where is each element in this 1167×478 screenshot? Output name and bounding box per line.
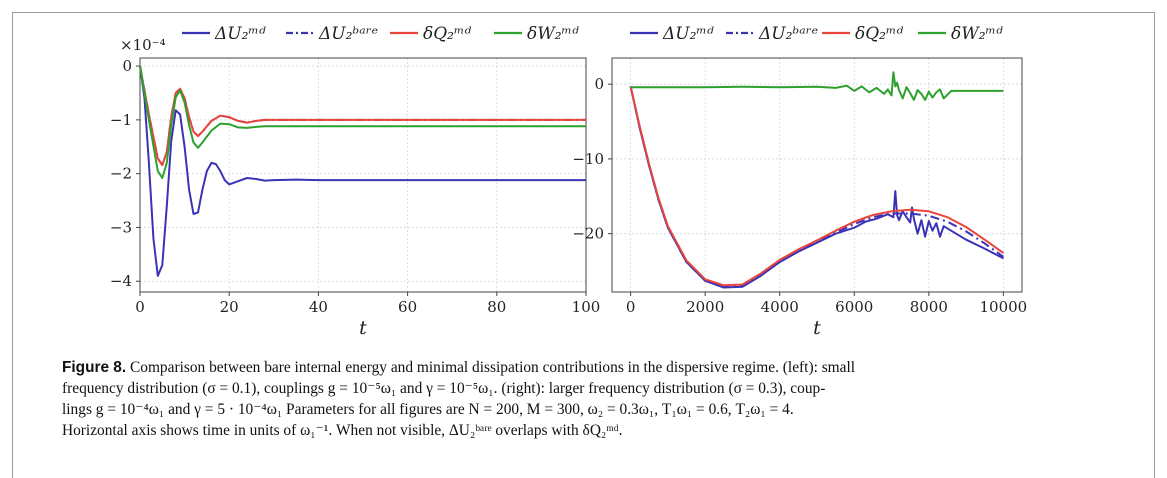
- x-tick-label: 0: [135, 298, 145, 316]
- y-tick-label: −4: [110, 272, 132, 290]
- legend-entry: δW₂ᵐᵈ: [951, 24, 1003, 44]
- y-tick-label: −2: [110, 165, 132, 183]
- y-tick-label: −3: [110, 218, 132, 236]
- figure-label: Figure 8.: [62, 359, 127, 376]
- y-tick-label: −1: [110, 111, 132, 129]
- legend-entry: ΔU₂ᵐᵈ: [214, 24, 266, 44]
- x-axis-label: t: [813, 317, 821, 339]
- legend-entry: ΔU₂ᵇᵃʳᵉ: [318, 24, 378, 44]
- figure-caption: Figure 8. Comparison between bare intern…: [62, 357, 1122, 441]
- figure-frame-top: [12, 12, 1154, 13]
- caption-line-4: Horizontal axis shows time in units of ω…: [62, 422, 623, 439]
- series-line-1: [629, 86, 1004, 287]
- caption-line-1: Comparison between bare internal energy …: [130, 359, 856, 376]
- x-tick-label: 100: [572, 298, 601, 316]
- legend-entry: δQ₂ᵐᵈ: [423, 24, 471, 44]
- legend-entry: ΔU₂ᵐᵈ: [662, 24, 714, 44]
- legend-entry: ΔU₂ᵇᵃʳᵉ: [758, 24, 818, 44]
- chart-legend: ΔU₂ᵐᵈ ΔU₂ᵇᵃʳᵉ δQ₂ᵐᵈ δW₂ᵐᵈ: [630, 24, 1003, 44]
- x-tick-label: 0: [626, 298, 636, 316]
- series-line-3: [630, 71, 1004, 101]
- figure-frame-right: [1154, 12, 1155, 478]
- x-tick-label: 2000: [686, 298, 724, 316]
- y-tick-label: −20: [572, 225, 604, 243]
- x-tick-label: 6000: [835, 298, 873, 316]
- series-line-3: [139, 65, 586, 179]
- legend-entry: δW₂ᵐᵈ: [527, 24, 579, 44]
- y-tick-label: 0: [594, 75, 604, 93]
- x-tick-label: 40: [309, 298, 328, 316]
- series-line-2: [139, 65, 586, 166]
- chart-legend: ΔU₂ᵐᵈ ΔU₂ᵇᵃʳᵉ δQ₂ᵐᵈ δW₂ᵐᵈ: [182, 24, 579, 44]
- chart-panel-left: 0 20 40 60 80 100 0 −1 −2 −3 −4 t ×10⁻⁴ ΔU₂ᵐᵈ ΔU₂ᵇᵃʳᵉ δ…: [110, 24, 600, 339]
- figure-frame-left: [12, 12, 13, 478]
- y-tick-label: 0: [122, 57, 132, 75]
- series-line-0: [139, 65, 586, 277]
- series-line-0: [629, 86, 1004, 289]
- y-scale-label: ×10⁻⁴: [120, 36, 166, 54]
- series-line-1: [139, 65, 586, 166]
- figure-plots: 0 20 40 60 80 100 0 −1 −2 −3 −4 t ×10⁻⁴ ΔU₂ᵐᵈ ΔU₂ᵇᵃʳᵉ δ…: [110, 24, 1027, 339]
- x-tick-label: 4000: [761, 298, 799, 316]
- x-axis-label: t: [359, 317, 367, 339]
- plot-frame: [139, 57, 587, 293]
- caption-line-2: frequency distribution (σ = 0.1), coupli…: [62, 380, 826, 397]
- y-tick-label: −10: [572, 150, 604, 168]
- series-line-2: [629, 86, 1004, 287]
- caption-line-3: lings g = 10⁻⁴ω₁ and γ = 5 · 10⁻⁴ω₁ Para…: [62, 401, 794, 418]
- x-tick-label: 80: [487, 298, 506, 316]
- x-tick-label: 20: [220, 298, 239, 316]
- x-tick-label: 60: [398, 298, 417, 316]
- legend-entry: δQ₂ᵐᵈ: [855, 24, 903, 44]
- chart-panel-right: 0 2000 4000 6000 8000 10000 0 −10 −20 t ΔU₂ᵐᵈ ΔU₂ᵇᵃ…: [572, 24, 1027, 339]
- x-tick-label: 8000: [910, 298, 948, 316]
- x-tick-label: 10000: [980, 298, 1028, 316]
- plot-frame: [611, 57, 1023, 293]
